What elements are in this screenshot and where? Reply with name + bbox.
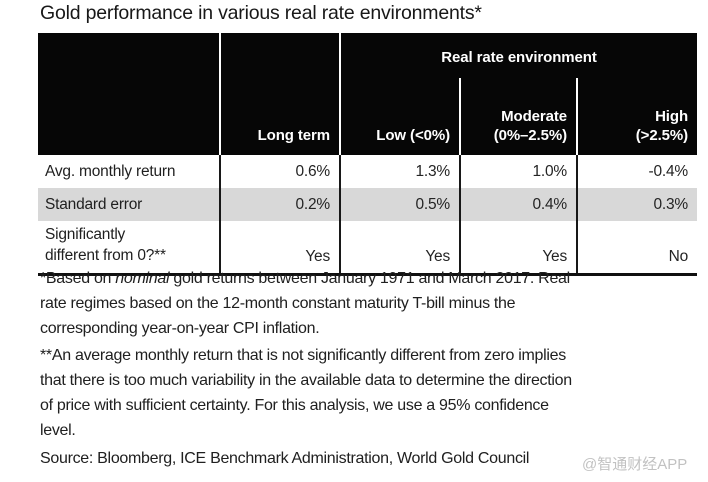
source-line: Source: Bloomberg, ICE Benchmark Adminis… (40, 450, 530, 467)
group-header-row: Real rate environment (38, 33, 698, 78)
column-header-row: Long term Low (<0%) Moderate (0%–2.5%) H… (38, 78, 698, 155)
chart-title: Gold performance in various real rate en… (40, 2, 482, 24)
table-header: Real rate environment Long term Low (<0%… (38, 33, 698, 155)
row-label: Avg. monthly return (45, 163, 176, 180)
header-spacer-cell (38, 78, 220, 155)
group-header-cell: Real rate environment (338, 33, 698, 78)
column-header-high: High (>2.5%) (575, 78, 698, 155)
footnote-line: level. (40, 422, 76, 439)
footnote-2: **An average monthly return that is not … (40, 343, 700, 443)
footnote-line: *Based on nominal gold returns between J… (40, 266, 700, 291)
cell-value: 0.2% (219, 188, 340, 221)
cell-value: 0.6% (219, 155, 340, 188)
column-header-moderate: Moderate (0%–2.5%) (459, 78, 577, 155)
column-header-long-term: Long term (219, 78, 340, 155)
table-row-significantly-different: Significantly different from 0?** Yes Ye… (38, 221, 698, 274)
gold-performance-table: Real rate environment Long term Low (<0%… (38, 33, 698, 276)
footnote-text: *Based on (40, 270, 116, 287)
cell-value: Yes (339, 221, 460, 274)
footnote-line: rate regimes based on the 12-month const… (40, 295, 516, 312)
cell-value: 1.3% (339, 155, 460, 188)
table-body: Avg. monthly return 0.6% 1.3% 1.0% -0.4%… (38, 155, 698, 274)
footnote-line: corresponding year-on-year CPI inflation… (40, 320, 320, 337)
cell-value: No (575, 221, 698, 274)
header-spacer-cell (219, 33, 340, 78)
table-row-standard-error: Standard error 0.2% 0.5% 0.4% 0.3% (38, 188, 698, 221)
column-header-low: Low (<0%) (339, 78, 460, 155)
footnote-1: *Based on nominal gold returns between J… (40, 266, 700, 341)
cell-value: Yes (459, 221, 577, 274)
row-label: Significantly different from 0?** (45, 225, 166, 264)
cell-value: -0.4% (575, 155, 698, 188)
watermark: @智通财经APP (582, 456, 688, 473)
cell-value: 0.5% (339, 188, 460, 221)
table-row-avg-monthly-return: Avg. monthly return 0.6% 1.3% 1.0% -0.4% (38, 155, 698, 188)
cell-value: Yes (219, 221, 340, 274)
footnote-text: gold returns between January 1971 and Ma… (169, 270, 570, 287)
footnote-line: **An average monthly return that is not … (40, 347, 566, 364)
cell-value: 1.0% (459, 155, 577, 188)
cell-value: 0.4% (459, 188, 577, 221)
row-label: Standard error (45, 196, 143, 213)
footnote-italic-word: nominal (115, 270, 170, 287)
header-spacer-cell (38, 33, 220, 78)
footnote-line: that there is too much variability in th… (40, 372, 572, 389)
footnote-line: of price with sufficient certainty. For … (40, 397, 549, 414)
cell-value: 0.3% (575, 188, 698, 221)
